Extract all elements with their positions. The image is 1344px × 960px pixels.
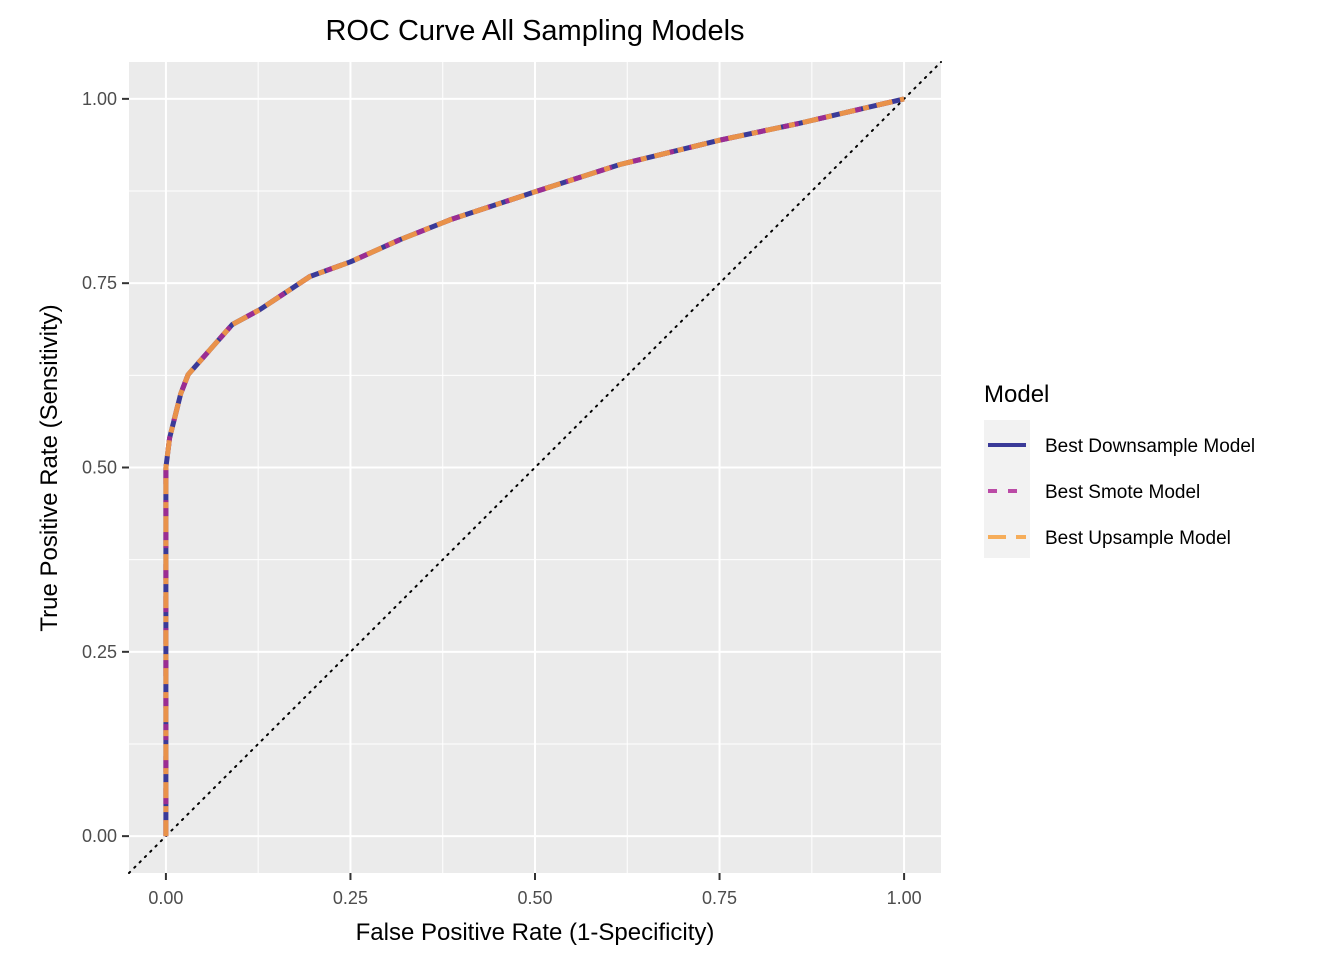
legend-entry: Best Downsample Model [988, 436, 1255, 457]
y-tick-label: 0.50 [82, 458, 117, 478]
legend-entry: Best Smote Model [988, 482, 1200, 503]
series-layer [163, 96, 905, 837]
legend-label: Best Downsample Model [1045, 436, 1255, 457]
legend-entry: Best Upsample Model [988, 528, 1231, 549]
x-axis-title: False Positive Rate (1-Specificity) [356, 919, 715, 946]
x-tick-label: 0.75 [702, 888, 737, 908]
legend-title: Model [984, 381, 1049, 408]
x-tick-label: 0.00 [148, 888, 183, 908]
series-line-best-upsample-model [163, 96, 905, 837]
legend-label: Best Smote Model [1045, 482, 1200, 503]
major-grid [129, 62, 941, 873]
x-tick-label: 1.00 [887, 888, 922, 908]
x-tick-label: 0.50 [517, 888, 552, 908]
legend: Model Best Downsample Model Best Smote Mo… [984, 381, 1255, 558]
y-tick-label: 0.75 [82, 273, 117, 293]
y-tick-label: 0.00 [82, 826, 117, 846]
x-axis-ticks: 0.00 0.25 0.50 0.75 1.00 [148, 873, 922, 908]
y-axis-ticks: 0.00 0.25 0.50 0.75 1.00 [82, 89, 129, 846]
y-tick-label: 0.25 [82, 642, 117, 662]
y-tick-label: 1.00 [82, 89, 117, 109]
y-axis-title: True Positive Rate (Sensitivity) [36, 304, 63, 631]
legend-label: Best Upsample Model [1045, 528, 1231, 549]
x-tick-label: 0.25 [333, 888, 368, 908]
chart-title: ROC Curve All Sampling Models [325, 15, 744, 47]
